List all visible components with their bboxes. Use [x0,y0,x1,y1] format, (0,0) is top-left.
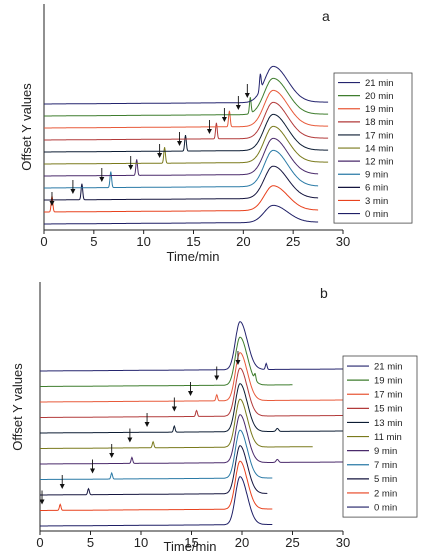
legend-label: 0 min [365,209,388,220]
series-line-0-min [44,204,319,225]
injection-arrow-head [127,437,133,443]
panel-a-y-axis-title: Offset Y values [19,83,34,171]
legend-label: 13 min [374,418,403,429]
x-tick-label: 10 [134,535,148,550]
injection-arrow-head [171,406,177,412]
legend-label: 15 min [374,404,403,415]
injection-arrow-head [235,360,241,365]
injection-arrow-head [214,375,220,381]
injection-arrow-head [206,129,212,134]
series-line-15-min [40,367,343,418]
injection-arrow-head [70,189,76,194]
x-tick-label: 10 [136,234,150,249]
panel-b-legend: 21 min 19 min 17 min 15 min 13 min 11 min 9 mi… [342,355,418,518]
x-tick-label: 5 [90,234,97,249]
series-line-21-min [44,65,329,105]
series-line-5-min [40,445,268,496]
injection-arrow-head [109,453,115,458]
x-tick-label: 20 [236,234,250,249]
injection-arrow-head [157,153,163,158]
series-line-9-min [40,414,343,465]
x-tick-label: 15 [186,234,200,249]
series-line-11-min [40,398,313,449]
injection-arrow-head [49,201,55,206]
legend-label: 18 min [365,117,394,128]
series-line-12-min [44,137,319,177]
legend-label: 12 min [365,156,394,167]
legend-label: 19 min [374,375,403,386]
legend-label: 14 min [365,143,394,154]
legend-label: 20 min [365,91,394,102]
legend-label: 5 min [374,474,397,485]
x-tick-label: 5 [87,535,94,550]
x-tick-label: 25 [286,234,300,249]
panel-b: 0 5 10 15 20 25 30 b Time/min Offset Y values … [10,282,418,554]
legend-label: 21 min [365,78,394,89]
panel-a-legend: 21 min 20 min 19 min 18 min 17 min 14 min 12 m… [333,72,413,224]
panel-a-arrows [49,84,250,206]
injection-arrow-head [235,105,241,110]
legend-label: 17 min [365,130,394,141]
injection-arrow-head [177,141,183,146]
series-line-13-min [40,383,343,434]
legend-label: 11 min [374,432,402,443]
legend-label: 3 min [365,196,388,207]
series-line-6-min [44,165,319,201]
injection-arrow-head [39,499,45,505]
injection-arrow-head [90,468,96,474]
injection-arrow-head [187,391,193,396]
legend-label: 19 min [365,104,394,115]
panel-b-arrows [39,351,241,505]
panel-b-y-axis-title: Offset Y values [10,363,25,451]
legend-label: 9 min [374,446,397,457]
panel-b-traces [40,321,343,527]
x-tick-label: 30 [336,535,350,550]
x-tick-label: 0 [40,234,47,249]
panel-a-label: a [322,8,330,24]
legend-label: 0 min [374,502,397,513]
series-line-0-min [40,476,273,527]
series-line-3-min [44,185,319,213]
x-tick-label: 20 [235,535,249,550]
injection-arrow-head [99,177,105,182]
series-line-21-min [40,321,343,372]
panel-a-x-axis-title: Time/min [167,249,220,264]
panel-a: 0 5 10 15 20 25 30 a Time/min Offset Y values … [19,4,413,264]
series-line-18-min [44,101,329,141]
x-tick-label: 25 [285,535,299,550]
panel-b-label: b [320,285,328,301]
series-line-2-min [40,460,273,511]
series-line-14-min [44,125,329,165]
panel-a-traces [44,65,329,225]
series-line-19-min [40,336,293,387]
series-line-19-min [44,89,329,129]
legend-label: 21 min [374,361,403,372]
injection-arrow-head [59,484,65,489]
series-line-7-min [40,429,273,480]
series-line-17-min [44,113,329,153]
series-line-20-min [44,77,329,117]
panel-b-x-axis-title: Time/min [164,539,217,554]
legend-label: 9 min [365,170,388,181]
legend-label: 6 min [365,183,388,194]
series-line-17-min [40,352,343,403]
legend-label: 7 min [374,460,397,471]
x-tick-label: 15 [184,535,198,550]
legend-label: 2 min [374,488,397,499]
x-tick-label: 0 [36,535,43,550]
legend-label: 17 min [374,390,403,401]
x-tick-label: 30 [336,234,350,249]
injection-arrow-head [144,422,150,427]
injection-arrow-head [221,117,227,122]
injection-arrow-head [244,93,250,98]
panel-b-x-ticks: 0 5 10 15 20 25 30 [36,531,350,550]
injection-arrow-head [128,165,134,170]
panel-a-x-ticks: 0 5 10 15 20 25 30 [40,230,350,249]
series-line-9-min [44,149,319,189]
